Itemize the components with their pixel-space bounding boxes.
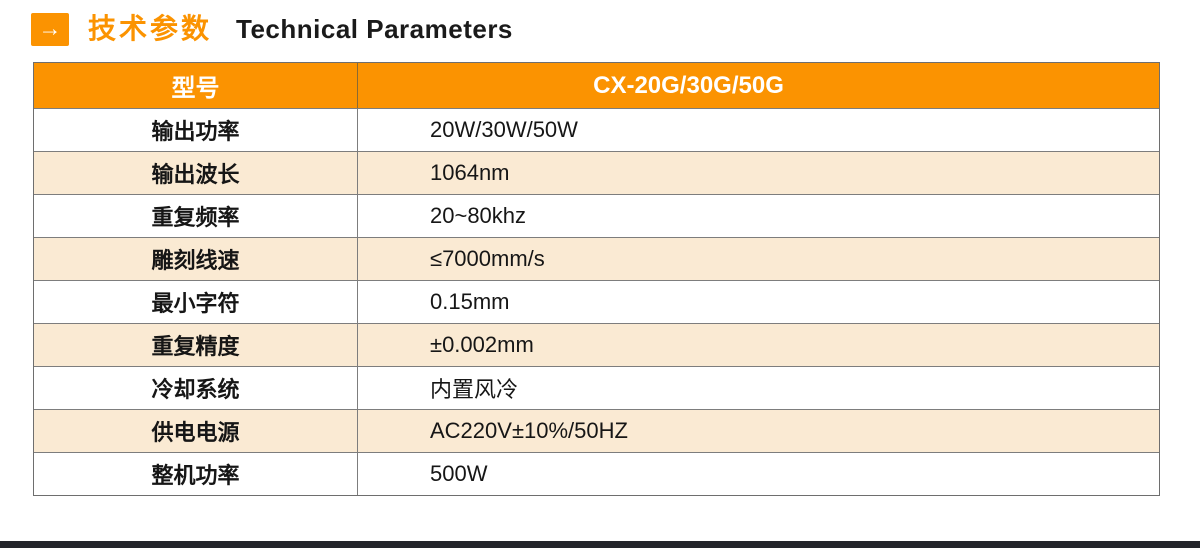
row-label: 整机功率 (34, 453, 358, 495)
row-value: ≤7000mm/s (430, 246, 545, 271)
table-row-total-power: 整机功率 500W (34, 452, 1159, 495)
row-value: 500W (430, 461, 488, 486)
row-label: 冷却系统 (34, 367, 358, 409)
row-value: 20~80khz (430, 203, 527, 228)
row-label: 供电电源 (34, 410, 358, 452)
row-label: 输出功率 (34, 109, 358, 151)
row-value: ±0.002mm (430, 332, 534, 357)
table-row-repeat-accuracy: 重复精度 ±0.002mm (34, 323, 1159, 366)
technical-parameters-table: 型号 CX-20G/30G/50G 输出功率 20W/30W/50W 输出波长 … (33, 62, 1160, 496)
table-header-row: 型号 CX-20G/30G/50G (34, 63, 1159, 108)
row-label: 雕刻线速 (34, 238, 358, 280)
header-model-value: CX-20G/30G/50G (593, 71, 784, 99)
section-header: → 技术参数 Technical Parameters (31, 10, 513, 48)
footer-bar (0, 541, 1200, 548)
row-label: 重复精度 (34, 324, 358, 366)
section-title-english: Technical Parameters (236, 14, 513, 44)
row-value: AC220V±10%/50HZ (430, 418, 628, 443)
row-label: 最小字符 (34, 281, 358, 323)
table-row-engraving-speed: 雕刻线速 ≤7000mm/s (34, 237, 1159, 280)
row-value: 0.15mm (430, 289, 510, 314)
row-value: 20W/30W/50W (430, 117, 578, 142)
table-row-cooling-system: 冷却系统 内置风冷 (34, 366, 1159, 409)
arrow-right-icon: → (31, 12, 69, 46)
row-label: 输出波长 (34, 152, 358, 194)
row-value: 内置风冷 (430, 377, 519, 402)
table-row-power-supply: 供电电源 AC220V±10%/50HZ (34, 409, 1159, 452)
table-row-wavelength: 输出波长 1064nm (34, 151, 1159, 194)
table-row-min-character: 最小字符 0.15mm (34, 280, 1159, 323)
row-value: 1064nm (430, 160, 510, 185)
row-label: 重复频率 (34, 195, 358, 237)
section-title-chinese: 技术参数 (88, 13, 213, 44)
table-row-output-power: 输出功率 20W/30W/50W (34, 108, 1159, 151)
header-model-label: 型号 (34, 63, 358, 108)
arrow-glyph: → (38, 14, 62, 41)
table-row-repeat-frequency: 重复频率 20~80khz (34, 194, 1159, 237)
